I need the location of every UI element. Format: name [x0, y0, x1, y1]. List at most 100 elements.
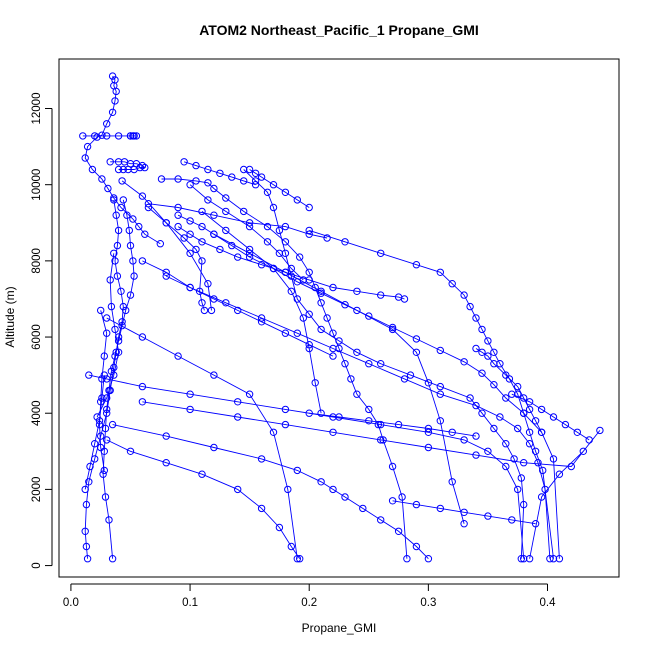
data-point [174, 211, 182, 219]
data-point [138, 333, 147, 341]
data-point [210, 230, 218, 238]
data-point [472, 344, 480, 353]
data-point [525, 428, 534, 436]
series-line-17 [213, 233, 465, 524]
data-point [111, 257, 119, 265]
y-tick-label: 10000 [31, 169, 43, 201]
data-point [245, 249, 254, 258]
data-point [573, 428, 581, 436]
data-point [353, 390, 361, 398]
data-point [520, 394, 528, 402]
data-point [129, 132, 137, 140]
data-point [520, 409, 528, 417]
data-point [394, 420, 403, 429]
data-point [119, 165, 128, 174]
data-point [216, 169, 224, 178]
data-point [406, 371, 415, 379]
data-point [222, 226, 230, 235]
series-line-21 [177, 226, 405, 300]
data-point [400, 295, 409, 303]
data-point [257, 173, 266, 181]
data-point [311, 379, 319, 387]
data-point [377, 291, 385, 299]
data-point [269, 203, 278, 212]
data-point [112, 87, 120, 96]
data-point [101, 493, 110, 501]
data-point [141, 230, 149, 238]
data-point [245, 253, 254, 261]
data-point [287, 287, 295, 295]
data-point [525, 398, 534, 406]
data-point [103, 314, 111, 322]
data-point [91, 132, 99, 140]
data-point [305, 344, 313, 353]
series-line-14 [106, 439, 301, 559]
data-point [305, 203, 313, 212]
data-point [107, 302, 116, 311]
data-point [585, 436, 593, 444]
data-point [460, 291, 468, 299]
data-point [377, 516, 385, 524]
data-point [305, 310, 313, 318]
data-point [472, 314, 480, 322]
data-point [341, 493, 349, 501]
data-point [412, 261, 421, 269]
series-line-28 [392, 500, 536, 525]
data-point [119, 302, 128, 311]
data-point [531, 520, 540, 528]
data-point [412, 542, 421, 551]
data-point [424, 379, 433, 387]
data-point [108, 420, 117, 429]
data-point [484, 352, 492, 360]
data-point [118, 318, 126, 326]
series-line-27 [309, 412, 477, 437]
data-point [107, 367, 116, 375]
data-point [130, 272, 138, 280]
data-point [105, 516, 113, 524]
data-point [95, 420, 104, 429]
data-point [97, 432, 105, 440]
data-point [245, 219, 254, 227]
data-point [245, 165, 254, 174]
data-point [534, 459, 542, 467]
data-point [257, 261, 266, 269]
data-point [79, 132, 87, 140]
data-point [186, 230, 194, 238]
data-point [424, 443, 433, 452]
data-point [240, 207, 248, 216]
data-point [118, 321, 126, 330]
plot-frame [58, 58, 620, 578]
series-line-18 [121, 180, 212, 311]
data-point [436, 382, 444, 391]
data-point [186, 217, 194, 225]
data-point [296, 253, 304, 261]
data-point [106, 158, 114, 166]
data-point [508, 390, 516, 398]
data-point [287, 272, 295, 280]
series-line-7 [243, 169, 525, 559]
data-point [110, 196, 118, 204]
data-point [200, 306, 209, 315]
data-point [98, 175, 106, 183]
data-point [222, 194, 230, 202]
data-point [141, 163, 149, 172]
data-point [103, 132, 111, 140]
data-point [88, 165, 97, 174]
data-point [108, 555, 117, 563]
data-point [119, 196, 128, 204]
data-point [275, 226, 284, 235]
data-point [490, 348, 498, 356]
x-tick-label: 0.0 [63, 597, 79, 609]
data-point [484, 337, 492, 345]
data-point [275, 249, 284, 258]
data-point [484, 512, 492, 520]
data-point [114, 333, 123, 341]
data-point [216, 245, 224, 254]
data-point [329, 428, 337, 436]
data-point [537, 405, 546, 414]
data-point [110, 194, 118, 202]
data-point [287, 264, 295, 273]
data-point [502, 394, 510, 402]
data-point [281, 405, 290, 414]
data-point [502, 440, 510, 448]
